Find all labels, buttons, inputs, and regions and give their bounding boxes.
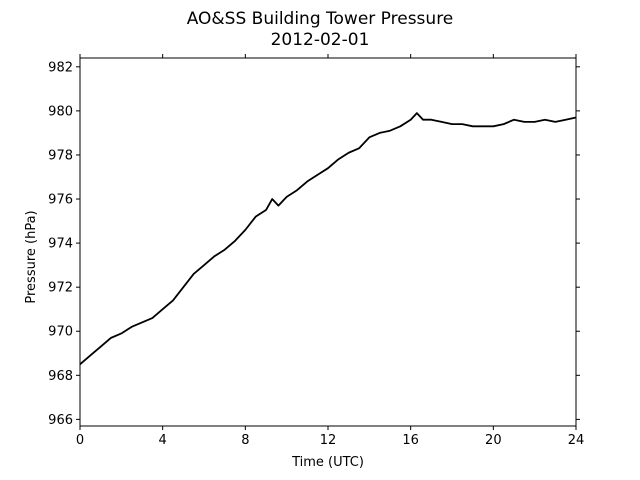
y-tick-label-972: 972	[48, 281, 73, 296]
x-tick-label-8: 8	[241, 433, 249, 448]
x-tick-label-24: 24	[568, 433, 585, 448]
plot-area: 0 4 8 12 16 20 24 966 968 970 972 974 976 978 980 982	[48, 54, 584, 448]
y-tick-label-978: 978	[48, 148, 73, 163]
y-tick-label-976: 976	[48, 193, 73, 208]
plot-frame	[79, 57, 577, 427]
series-line-0	[79, 112, 577, 365]
chart-title: AO&SS Building Tower Pressure	[187, 9, 454, 29]
x-tick-label-12: 12	[320, 433, 337, 448]
y-axis-label: Pressure (hPa)	[24, 210, 39, 303]
y-tick-label-974: 974	[48, 237, 73, 252]
x-tick-label-16: 16	[402, 433, 419, 448]
y-tick-label-980: 980	[48, 104, 73, 119]
y-tick-label-970: 970	[48, 325, 73, 340]
x-tick-label-0: 0	[76, 433, 84, 448]
y-tick-label-966: 966	[48, 413, 73, 428]
y-tick-label-982: 982	[48, 60, 73, 75]
chart-subtitle: 2012-02-01	[271, 30, 370, 50]
x-axis-label: Time (UTC)	[291, 455, 364, 470]
x-tick-label-20: 20	[485, 433, 502, 448]
y-tick-label-968: 968	[48, 369, 73, 384]
x-tick-label-4: 4	[159, 433, 167, 448]
